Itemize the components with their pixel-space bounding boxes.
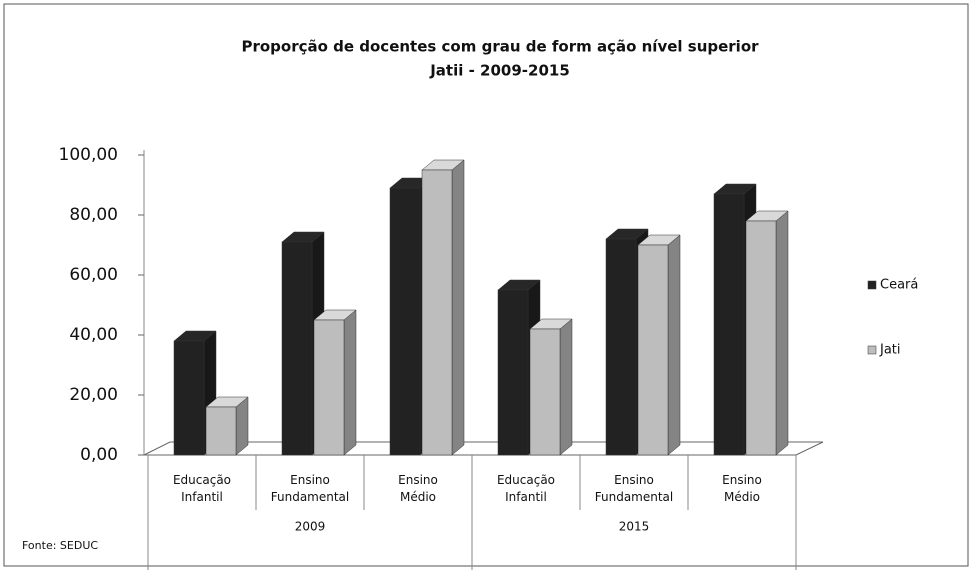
- bar-front: [205, 406, 237, 456]
- chart-title: Proporção de docentes com grau de form a…: [241, 38, 759, 56]
- bar-side: [343, 309, 357, 456]
- bar: [313, 309, 357, 456]
- bar-front: [497, 289, 529, 456]
- bar-side: [775, 210, 789, 456]
- bar-front: [605, 238, 637, 456]
- y-tick-label: 80,00: [69, 205, 118, 225]
- y-tick-label: 20,00: [69, 385, 118, 405]
- legend-swatch: [867, 280, 877, 290]
- bar-front: [745, 220, 777, 456]
- chart-frame: [3, 3, 969, 567]
- bar-front: [421, 169, 453, 456]
- source-note: Fonte: SEDUC: [22, 539, 98, 552]
- x-tick-label: Educação Infantil: [173, 473, 231, 504]
- bar-side: [559, 318, 573, 456]
- x-tick-label: Ensino Fundamental: [271, 473, 350, 504]
- bar-front: [713, 193, 745, 456]
- bar-front: [313, 319, 345, 456]
- bar-front: [389, 187, 421, 456]
- bar: [173, 330, 217, 456]
- group-label: 2009: [295, 520, 326, 534]
- legend-label: Jati: [879, 343, 901, 358]
- x-tick-label: Ensino Fundamental: [595, 473, 674, 504]
- legend-swatch: [867, 345, 877, 355]
- bar-front: [637, 244, 669, 456]
- chart-subtitle: Jatii - 2009-2015: [429, 62, 570, 80]
- bar-front: [281, 241, 313, 456]
- floor: [143, 441, 824, 456]
- y-tick-label: 100,00: [59, 145, 118, 165]
- y-tick-label: 0,00: [80, 445, 118, 465]
- bar-front: [173, 340, 205, 456]
- bar-side: [667, 234, 681, 456]
- bar: [637, 234, 681, 456]
- legend-label: Ceará: [880, 278, 918, 293]
- x-tick-label: Ensino Médio: [398, 473, 438, 504]
- y-tick-label: 40,00: [69, 325, 118, 345]
- bar: [529, 318, 573, 456]
- y-tick-label: 60,00: [69, 265, 118, 285]
- bar: [205, 396, 249, 456]
- x-tick-label: Ensino Médio: [722, 473, 762, 504]
- x-tick-label: Educação Infantil: [497, 473, 555, 504]
- group-label: 2015: [619, 520, 650, 534]
- bar-front: [529, 328, 561, 456]
- bar: [745, 210, 789, 456]
- bar: [421, 159, 465, 456]
- bar-side: [451, 159, 465, 456]
